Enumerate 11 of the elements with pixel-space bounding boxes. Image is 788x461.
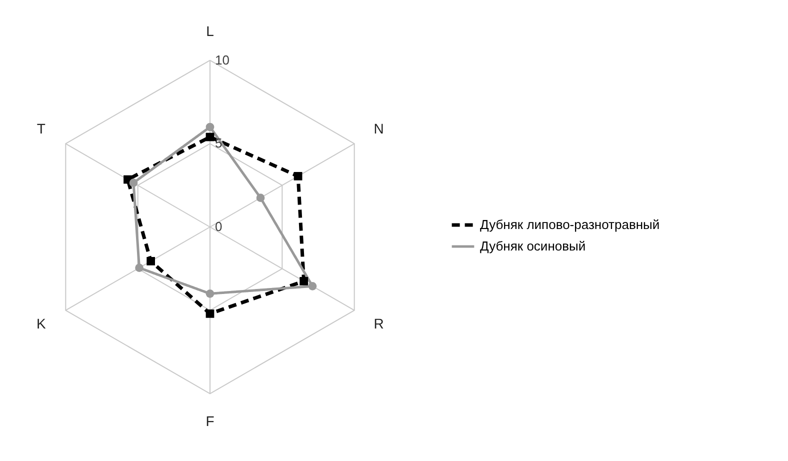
spoke-label: T: [36, 120, 46, 136]
y-tick-label: 5: [215, 136, 222, 151]
spoke-label: L: [206, 23, 214, 39]
spoke-label: N: [374, 120, 384, 136]
legend-label: Дубняк осиновый: [480, 238, 586, 254]
y-tick-label: 0: [215, 219, 222, 234]
spoke-label: F: [206, 413, 214, 429]
spoke-label: K: [36, 316, 46, 332]
spoke-label: R: [374, 316, 384, 332]
legend-label: Дубняк липово-разнотравный: [480, 217, 660, 232]
y-tick-label: 10: [215, 52, 230, 68]
